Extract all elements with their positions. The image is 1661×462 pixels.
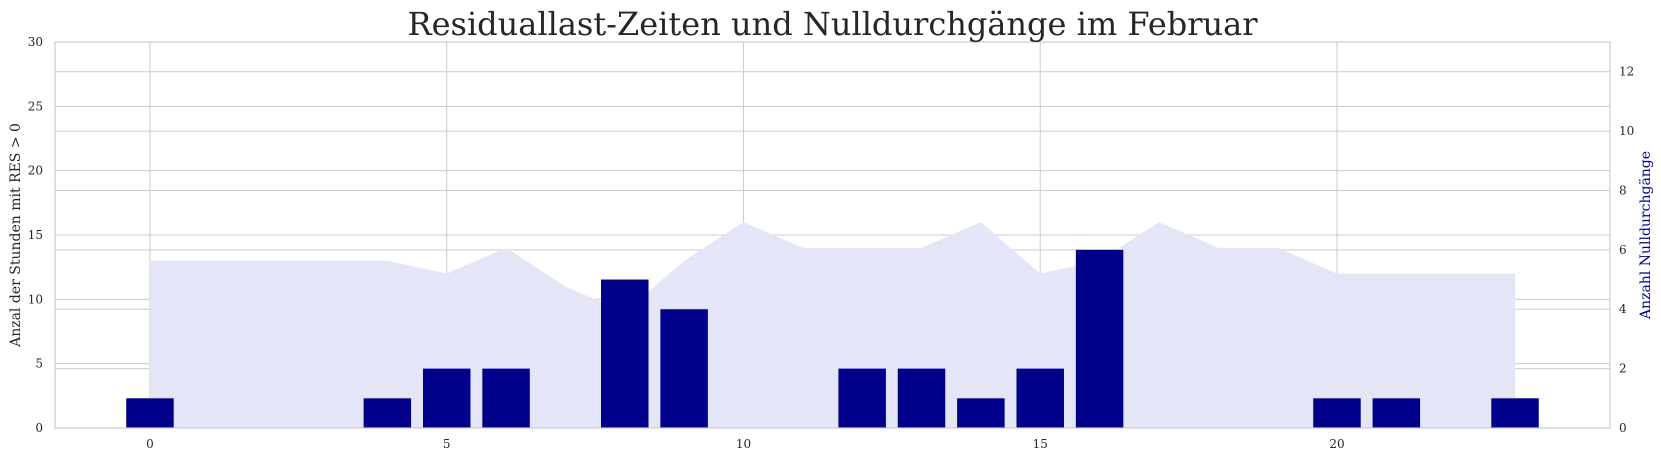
- bar: [601, 279, 649, 428]
- area-layer: [149, 222, 1516, 428]
- bar: [1372, 398, 1421, 428]
- tick-labels: 0 5 10 15 20 0 5 10 15 20 25 30 0 2 4 6 8 10 12: [28, 35, 1635, 451]
- y-tick-label: 0: [35, 421, 43, 435]
- x-tick-label: 15: [1033, 437, 1048, 451]
- bar: [126, 398, 174, 428]
- bar-layer: [126, 249, 1539, 428]
- y-tick-label: 30: [28, 35, 43, 49]
- bar: [957, 398, 1005, 428]
- plot-frame: [54, 41, 1611, 429]
- x-tick-label: 10: [736, 437, 751, 451]
- y2-tick-label: 12: [1619, 65, 1634, 79]
- x-tick-label: 5: [443, 437, 451, 451]
- x-tick-label: 0: [146, 437, 154, 451]
- y2-axis-label: Anzahl Nulldurchgänge: [1638, 151, 1654, 320]
- y-tick-label: 15: [28, 228, 43, 242]
- y-axis-label: Anzal der Stunden mit RES > 0: [8, 123, 24, 348]
- bar: [897, 368, 946, 428]
- x-tick-label: 20: [1329, 437, 1344, 451]
- y2-tick-label: 8: [1619, 183, 1627, 197]
- bar: [1313, 398, 1361, 428]
- y-tick-label: 10: [28, 292, 43, 306]
- bar: [363, 398, 412, 428]
- y2-tick-label: 4: [1619, 302, 1627, 316]
- y-tick-label: 5: [35, 357, 43, 371]
- residual-load-area: [149, 222, 1516, 428]
- y2-tick-label: 2: [1619, 362, 1627, 376]
- y-tick-label: 20: [28, 164, 43, 178]
- y2-tick-label: 0: [1619, 421, 1627, 435]
- bar: [660, 309, 708, 428]
- bar: [1075, 249, 1124, 428]
- y2-tick-label: 10: [1619, 124, 1634, 138]
- y2-tick-label: 6: [1619, 243, 1627, 257]
- bar: [422, 368, 471, 428]
- bar: [482, 368, 530, 428]
- y-tick-label: 25: [28, 99, 43, 113]
- bar: [1016, 368, 1064, 428]
- bar: [838, 368, 886, 428]
- bar: [1491, 398, 1539, 428]
- chart-title: Residuallast-Zeiten und Nulldurchgänge i…: [407, 5, 1258, 43]
